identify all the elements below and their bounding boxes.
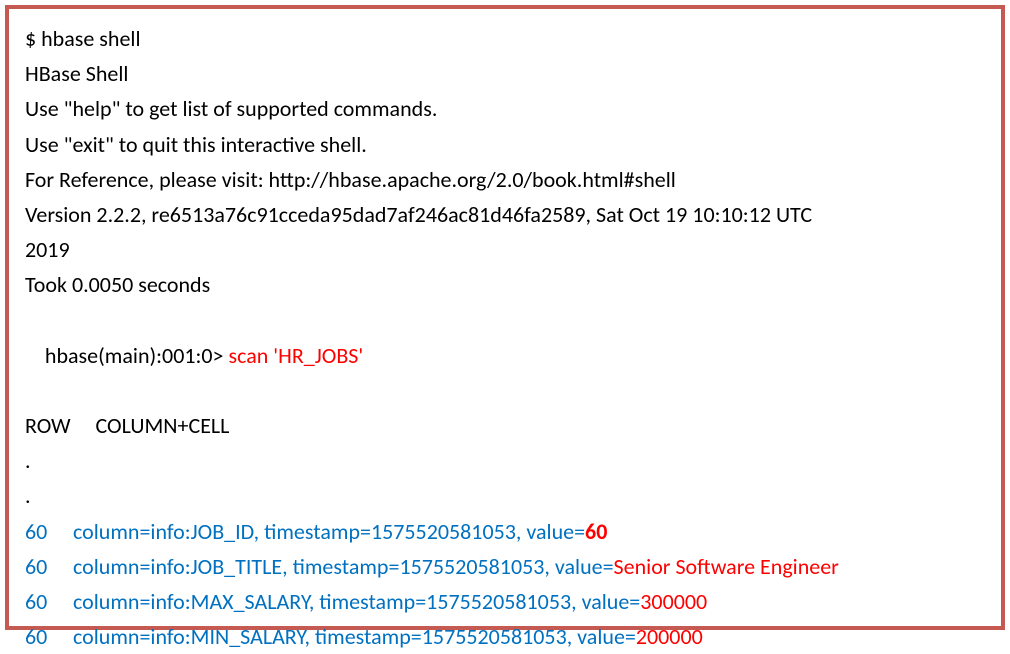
help-hint: Use "help" to get list of supported comm… (25, 91, 985, 126)
scan-command: scan 'HR_JOBS' (228, 342, 363, 369)
table-row: 60column=info:MAX_SALARY, timestamp=1575… (25, 584, 985, 619)
prompt-prefix: hbase(main):001:0> (45, 342, 229, 369)
shell-command: $ hbase shell (25, 21, 985, 56)
row-column: column=info:JOB_ID, timestamp=1575520581… (73, 514, 585, 549)
version-line: Version 2.2.2, re6513a76c91cceda95dad7af… (25, 197, 985, 232)
ellipsis-dot: . (25, 478, 985, 513)
row-column: column=info:JOB_TITLE, timestamp=1575520… (73, 549, 614, 584)
version-year: 2019 (25, 232, 985, 267)
result-header: ROW COLUMN+CELL (25, 408, 985, 443)
shell-title: HBase Shell (25, 56, 985, 91)
table-row: 60column=info:MIN_SALARY, timestamp=1575… (25, 619, 985, 654)
row-value: 300000 (640, 584, 707, 619)
exit-hint: Use "exit" to quit this interactive shel… (25, 127, 985, 162)
took-line: Took 0.0050 seconds (25, 267, 985, 302)
row-value: 60 (585, 514, 607, 549)
reference-hint: For Reference, please visit: http://hbas… (25, 162, 985, 197)
row-id: 60 (25, 514, 73, 549)
ellipsis-dot: . (25, 443, 985, 478)
row-column: column=info:MAX_SALARY, timestamp=157552… (73, 584, 640, 619)
table-row: 60column=info:JOB_TITLE, timestamp=15755… (25, 549, 985, 584)
row-value: Senior Software Engineer (614, 549, 839, 584)
row-column: column=info:MIN_SALARY, timestamp=157552… (73, 619, 636, 654)
row-id: 60 (25, 584, 73, 619)
table-row: 60column=info:JOB_ID, timestamp=15755205… (25, 514, 985, 549)
prompt-line: hbase(main):001:0> scan 'HR_JOBS' (25, 303, 985, 409)
row-id: 60 (25, 619, 73, 654)
row-id: 60 (25, 549, 73, 584)
terminal-output-box: $ hbase shell HBase Shell Use "help" to … (5, 5, 1005, 630)
row-value: 200000 (636, 619, 703, 654)
result-rows: 60column=info:JOB_ID, timestamp=15755205… (25, 514, 985, 654)
